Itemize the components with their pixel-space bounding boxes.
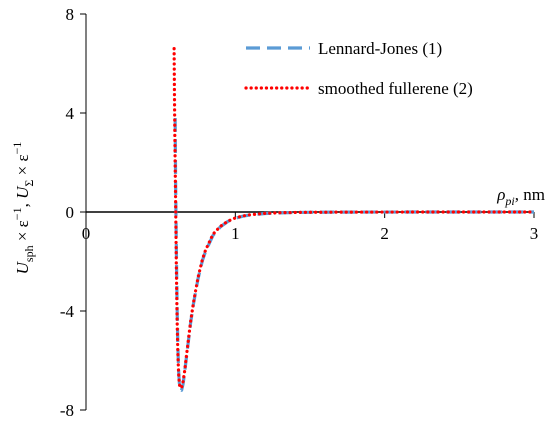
y-axis-title-b-symbol: U bbox=[13, 185, 32, 199]
x-tick-label: 2 bbox=[380, 224, 389, 243]
legend: Lennard-Jones (1) smoothed fullerene (2) bbox=[244, 39, 473, 98]
y-tick-label: -8 bbox=[60, 401, 74, 420]
x-axis-title: ρpi, nm bbox=[496, 185, 545, 208]
y-axis-ticks: 8 4 0 -4 -8 bbox=[60, 5, 86, 420]
x-axis-ticks: 0 1 2 3 bbox=[82, 212, 539, 243]
x-tick-label: 3 bbox=[530, 224, 539, 243]
y-axis-title-b-mid: × ε bbox=[13, 154, 32, 179]
x-axis-title-subscript: pi bbox=[504, 194, 514, 208]
x-axis-title-unit: , nm bbox=[515, 185, 545, 204]
x-tick-label: 0 bbox=[82, 224, 91, 243]
y-tick-label: 4 bbox=[66, 104, 75, 123]
y-axis-title-sep: , bbox=[13, 199, 32, 208]
y-axis-title-a-mid: × ε bbox=[13, 220, 32, 245]
y-tick-label: 8 bbox=[66, 5, 75, 24]
x-axis-title-symbol: ρ bbox=[496, 185, 505, 204]
legend-label-lennard-jones: Lennard-Jones (1) bbox=[318, 39, 442, 58]
series-line-smoothed-fullerene bbox=[172, 47, 536, 390]
x-tick-label: 1 bbox=[231, 224, 240, 243]
y-axis-title-a-sup: −1 bbox=[10, 207, 24, 220]
y-axis-title-a-symbol: U bbox=[13, 260, 32, 274]
series-line-lennard-jones bbox=[173, 117, 534, 392]
y-axis-title-b-sub: Σ bbox=[22, 180, 36, 187]
series-layer bbox=[172, 47, 536, 392]
legend-label-smoothed-fullerene: smoothed fullerene (2) bbox=[318, 79, 473, 98]
y-tick-label: -4 bbox=[60, 302, 75, 321]
y-axis-title: Usph × ε−1, UΣ × ε−1 bbox=[10, 142, 36, 275]
y-tick-label: 0 bbox=[66, 203, 75, 222]
y-axis-title-b-sup: −1 bbox=[10, 142, 24, 155]
y-axis-title-a-sub: sph bbox=[22, 245, 36, 262]
